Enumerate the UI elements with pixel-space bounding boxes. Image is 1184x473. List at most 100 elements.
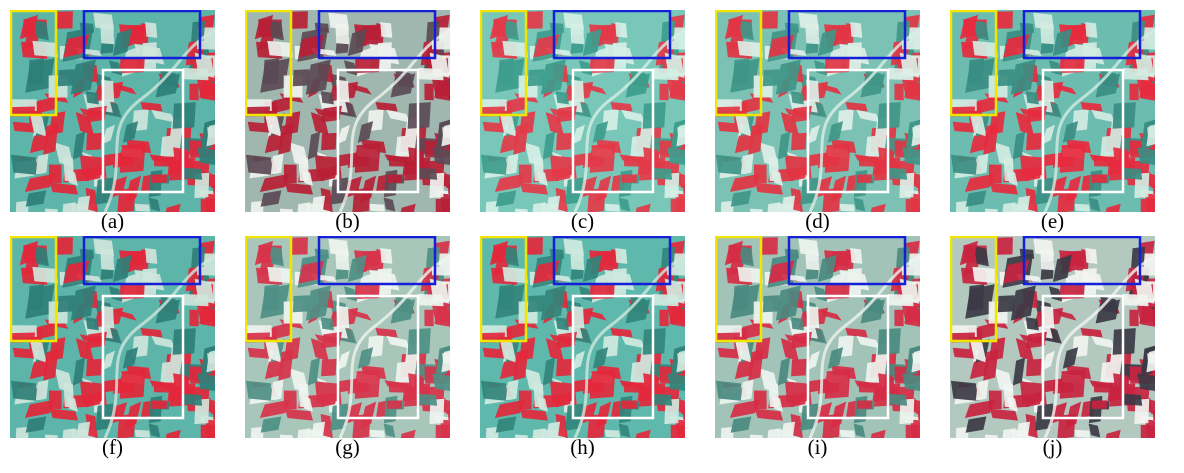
white-box: [571, 294, 655, 420]
field-patch: [489, 14, 509, 40]
field-patch: [48, 164, 62, 184]
field-patch: [1059, 143, 1086, 173]
field-patch: [360, 175, 377, 203]
field-patch: [1146, 350, 1155, 373]
field-patch: [824, 143, 851, 173]
field-patch: [582, 254, 602, 282]
field-patch: [959, 14, 979, 40]
field-patch: [485, 426, 499, 438]
field-patch: [189, 309, 199, 327]
blue-box: [552, 236, 672, 286]
field-patch: [347, 254, 367, 282]
field-patch: [377, 42, 392, 70]
field-patch: [182, 393, 203, 406]
field-patch: [853, 197, 866, 212]
field-patch: [1041, 79, 1055, 103]
field-patch: [817, 254, 837, 282]
field-patch: [555, 105, 577, 123]
field-patch: [669, 301, 685, 324]
field-patch: [676, 124, 685, 147]
field-patch: [206, 350, 215, 373]
field-patch: [1052, 254, 1072, 282]
field-patch: [212, 308, 215, 325]
field-patch: [1089, 380, 1116, 390]
field-patch: [988, 164, 1002, 184]
field-patch: [969, 338, 987, 363]
field-patch: [790, 413, 803, 438]
panel-label: (h): [570, 435, 595, 459]
field-patch: [321, 358, 337, 377]
field-patch: [969, 112, 987, 137]
image-panel: [480, 10, 685, 212]
field-patch: [1122, 167, 1143, 180]
field-patch: [354, 369, 381, 399]
field-patch: [1041, 305, 1055, 329]
field-patch: [85, 105, 107, 123]
field-patch: [72, 357, 86, 386]
field-patch: [878, 147, 895, 169]
blue-box: [82, 10, 202, 60]
field-patch: [254, 240, 274, 266]
field-patch: [284, 408, 313, 421]
field-patch: [974, 20, 989, 41]
field-patch: [1074, 203, 1090, 212]
field-patch: [518, 164, 532, 184]
field-patch: [24, 173, 55, 192]
field-patch: [1019, 248, 1035, 259]
field-patch: [206, 124, 215, 147]
field-patch: [292, 295, 310, 313]
field-patch: [996, 11, 1013, 29]
field-patch: [585, 309, 607, 321]
field-patch: [729, 173, 760, 192]
field-patch: [70, 285, 96, 321]
field-patch: [781, 421, 796, 438]
field-patch: [615, 248, 628, 264]
field-patch: [499, 112, 517, 137]
field-patch: [814, 286, 828, 302]
field-patch: [854, 380, 881, 390]
field-patch: [1025, 391, 1044, 408]
field-patch: [441, 350, 450, 373]
field-patch: [1025, 331, 1047, 349]
field-patch: [320, 105, 342, 123]
field-patch: [519, 408, 548, 421]
field-patch: [291, 237, 308, 255]
blue-box: [317, 10, 437, 60]
field-patch: [845, 102, 868, 112]
field-patch: [43, 349, 59, 381]
field-patch: [307, 357, 321, 386]
field-patch: [314, 248, 330, 259]
field-patch: [805, 151, 832, 167]
field-patch: [49, 182, 78, 195]
field-patch: [125, 175, 142, 203]
field-patch: [965, 284, 995, 319]
blue-box: [1022, 236, 1142, 286]
field-patch: [56, 11, 73, 29]
field-patch: [15, 426, 29, 438]
field-patch: [1042, 124, 1055, 145]
field-patch: [44, 434, 58, 438]
field-patch: [1016, 195, 1031, 212]
field-patch: [1105, 429, 1121, 438]
field-patch: [29, 338, 47, 363]
field-patch: [827, 347, 844, 369]
field-patch: [965, 190, 987, 207]
field-patch: [250, 200, 264, 212]
field-patch: [489, 240, 509, 266]
field-patch: [610, 102, 633, 112]
field-patch: [125, 401, 142, 429]
field-patch: [730, 284, 760, 319]
field-patch: [555, 91, 569, 105]
field-patch: [34, 246, 49, 267]
field-patch: [440, 193, 450, 212]
field-patch: [661, 20, 676, 42]
field-patch: [975, 379, 989, 401]
field-patch: [25, 58, 55, 93]
field-patch: [635, 203, 651, 212]
field-patch: [643, 373, 660, 395]
field-patch: [595, 401, 612, 429]
field-patch: [140, 328, 163, 338]
field-patch: [292, 69, 310, 87]
field-patch: [377, 268, 392, 296]
field-patch: [197, 147, 215, 165]
